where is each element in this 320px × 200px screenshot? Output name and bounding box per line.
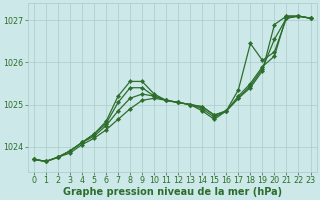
X-axis label: Graphe pression niveau de la mer (hPa): Graphe pression niveau de la mer (hPa) bbox=[63, 187, 282, 197]
